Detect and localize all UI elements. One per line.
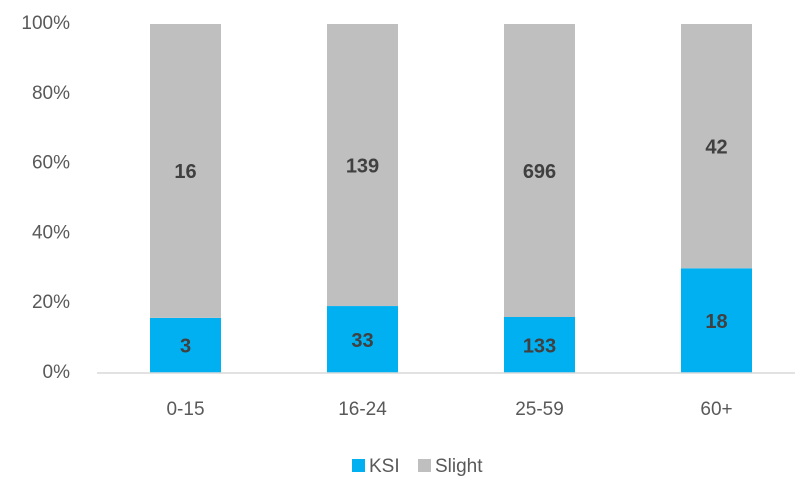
data-label: 3	[180, 336, 191, 358]
legend-swatch	[352, 459, 365, 472]
x-tick-label: 60+	[700, 399, 732, 420]
x-tick-label: 0-15	[166, 399, 204, 420]
data-label: 133	[523, 335, 556, 357]
y-tick-label: 60%	[32, 153, 70, 174]
data-label: 18	[705, 311, 727, 333]
bar-segment	[681, 268, 752, 373]
x-tick-label: 25-59	[515, 399, 564, 420]
bar-segment	[150, 317, 221, 373]
bar-segment	[681, 24, 752, 269]
x-tick-label: 16-24	[338, 399, 387, 420]
bar-segment	[504, 24, 575, 318]
data-label: 696	[523, 161, 556, 183]
data-label: 16	[174, 161, 196, 183]
y-tick-label: 40%	[32, 222, 70, 243]
bar-segment	[504, 317, 575, 373]
data-label: 42	[705, 136, 727, 158]
legend-swatch	[418, 459, 431, 472]
y-tick-label: 80%	[32, 83, 70, 104]
bar-segment	[327, 24, 398, 307]
y-tick-label: 0%	[43, 362, 71, 383]
bar-segment	[150, 24, 221, 318]
y-tick-label: 20%	[32, 292, 70, 313]
y-tick-label: 100%	[21, 13, 70, 34]
legend-label: KSI	[369, 456, 400, 477]
bar-segment	[327, 306, 398, 373]
data-label: 33	[351, 330, 373, 352]
data-label: 139	[346, 155, 379, 177]
legend-label: Slight	[435, 456, 483, 477]
